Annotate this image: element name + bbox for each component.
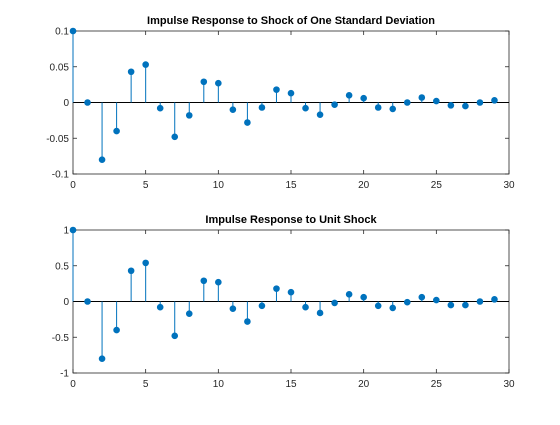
bottom-y-tick-label: 1 [63, 226, 69, 237]
top-stem-marker [69, 27, 77, 35]
top-stem-marker [374, 104, 382, 111]
bottom-stem-marker [156, 303, 164, 311]
top-stem-marker [418, 94, 426, 101]
bottom-y-tick-label: 0 [63, 297, 69, 308]
top-stem-marker [142, 61, 149, 68]
top-x-tick-label: 20 [358, 180, 370, 191]
bottom-x-tick-label: 0 [70, 379, 76, 390]
top-y-tick-label: 0.1 [55, 27, 69, 38]
bottom-stem-marker [360, 293, 367, 301]
bottom-y-tick-label: 0.5 [55, 261, 69, 272]
bottom-x-tick-label: 30 [503, 379, 515, 390]
top-axes: Impulse Response to Shock of One Standar… [46, 15, 515, 191]
top-stem-marker [127, 68, 135, 76]
top-x-tick-label: 10 [213, 180, 225, 191]
bottom-stem-marker [491, 296, 498, 303]
top-stem-marker [433, 97, 440, 105]
bottom-stem-marker [433, 296, 440, 304]
top-y-tick-label: 0.05 [50, 62, 70, 73]
bottom-chart-title: Impulse Response to Unit Shock [205, 214, 377, 226]
top-x-tick-label: 5 [143, 180, 149, 191]
bottom-stem-marker [302, 303, 309, 311]
top-stem-marker [476, 99, 484, 106]
top-stem-marker [360, 94, 367, 102]
bottom-stem-marker [229, 305, 237, 312]
bottom-stem-marker [215, 278, 222, 286]
bottom-x-tick-label: 15 [285, 379, 297, 390]
bottom-stem-marker [403, 298, 411, 306]
bottom-x-tick-label: 5 [143, 379, 149, 390]
bottom-stem-marker [331, 299, 338, 307]
top-x-tick-label: 25 [431, 180, 443, 191]
bottom-stem-marker [258, 302, 266, 310]
top-stem-marker [287, 89, 295, 97]
bottom-stem-marker [389, 304, 397, 312]
bottom-stem-marker [84, 298, 91, 305]
bottom-stem-marker [171, 332, 179, 340]
bottom-stem-marker [418, 293, 426, 301]
bottom-x-tick-label: 10 [213, 379, 225, 390]
bottom-stem-marker [69, 226, 77, 234]
top-stem-marker [200, 78, 208, 86]
bottom-stem-marker [113, 326, 120, 334]
top-x-tick-label: 30 [503, 180, 515, 191]
bottom-stem-marker [316, 309, 324, 317]
top-stem-marker [113, 127, 120, 135]
bottom-y-tick-label: -0.5 [52, 333, 70, 344]
top-stem-marker [215, 79, 222, 87]
bottom-stem-marker [142, 259, 149, 267]
top-stem-marker [273, 86, 280, 93]
top-y-tick-label: -0.05 [46, 134, 69, 145]
top-chart-title: Impulse Response to Shock of One Standar… [147, 15, 435, 27]
top-x-tick-label: 0 [70, 180, 76, 191]
top-stem-marker [447, 102, 455, 109]
bottom-stem-marker [476, 298, 484, 305]
top-stem-marker [229, 106, 237, 113]
top-stem-marker [331, 101, 338, 108]
top-y-tick-label: 0 [63, 98, 69, 109]
top-y-tick-label: -0.1 [52, 170, 70, 181]
top-stem-marker [171, 133, 179, 141]
bottom-stem-marker [244, 318, 251, 325]
top-stem-marker [491, 97, 498, 104]
bottom-stem-marker [98, 355, 106, 363]
top-x-tick-label: 15 [285, 180, 297, 191]
top-stem-marker [185, 112, 193, 119]
bottom-stem-marker [200, 277, 208, 285]
bottom-stem-marker [345, 291, 353, 298]
bottom-stem-marker [462, 301, 469, 309]
bottom-stem-marker [287, 288, 295, 296]
top-stem-marker [403, 99, 411, 106]
top-stem-marker [244, 119, 251, 126]
bottom-x-tick-label: 25 [431, 379, 443, 390]
top-stem-marker [389, 105, 397, 113]
top-stem-marker [316, 111, 324, 118]
top-stem-marker [258, 104, 266, 111]
bottom-y-tick-label: -1 [60, 369, 69, 380]
bottom-x-tick-label: 20 [358, 379, 370, 390]
top-stem-marker [156, 104, 164, 112]
bottom-stem-marker [185, 310, 193, 317]
bottom-stem-marker [127, 267, 135, 275]
top-stem-marker [345, 92, 353, 99]
top-stem-marker [302, 104, 309, 112]
bottom-stem-marker [273, 285, 280, 292]
bottom-stem-marker [374, 302, 382, 310]
top-stem-marker [98, 156, 106, 163]
top-stem-marker [84, 99, 91, 106]
bottom-stem-marker [447, 301, 455, 309]
top-stem-marker [462, 102, 469, 110]
